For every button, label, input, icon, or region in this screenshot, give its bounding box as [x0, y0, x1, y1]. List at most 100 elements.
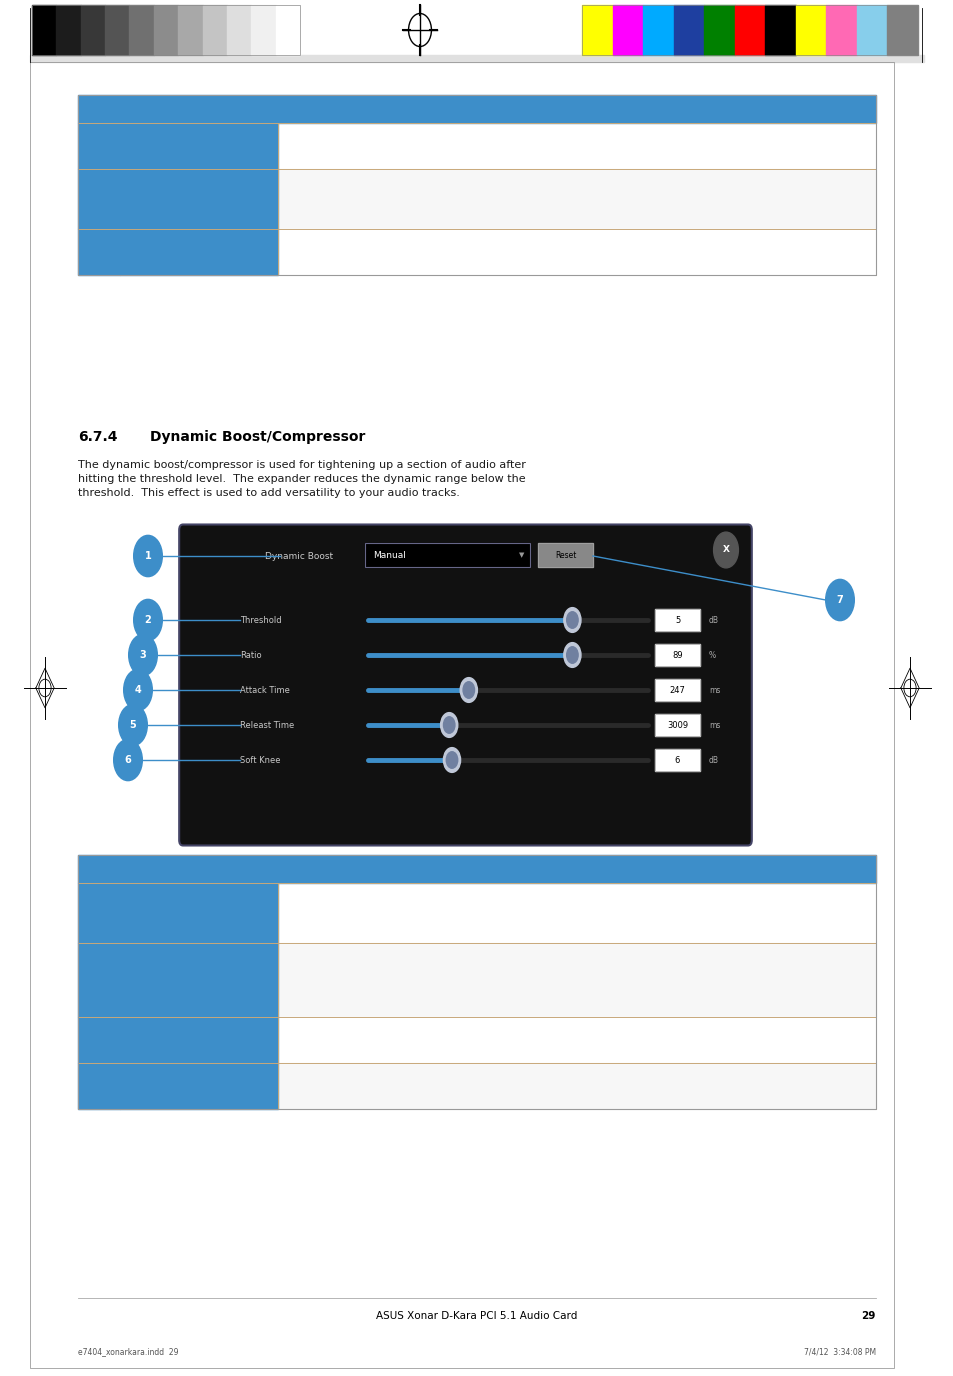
Bar: [78, 854, 875, 883]
Circle shape: [566, 612, 578, 629]
Text: Center Frequency: Center Frequency: [127, 248, 226, 257]
Bar: [120, 883, 277, 943]
Text: Reset: Reset: [127, 140, 158, 151]
Bar: [886, 6, 917, 55]
Text: The dynamic boost/compressor is used for tightening up a section of audio after
: The dynamic boost/compressor is used for…: [78, 460, 525, 498]
Bar: [537, 544, 593, 567]
Bar: [655, 678, 700, 700]
Text: Click dropdown box to view current preset parameters
or select Manual Mode to ch: Click dropdown box to view current prese…: [287, 180, 566, 217]
Text: Item: Item: [127, 864, 152, 874]
Bar: [655, 678, 700, 700]
Text: 247: 247: [669, 685, 684, 695]
Text: Preset: Preset: [127, 908, 163, 918]
Text: ▼: ▼: [518, 552, 524, 559]
Text: e7404_xonarkara.indd  29: e7404_xonarkara.indd 29: [78, 1347, 178, 1357]
Text: 29: 29: [861, 1311, 875, 1321]
Text: 89: 89: [672, 651, 682, 659]
Bar: [78, 169, 120, 228]
Bar: [655, 644, 700, 666]
Bar: [78, 95, 875, 275]
Bar: [78, 1017, 120, 1064]
Text: Reset: Reset: [555, 550, 576, 560]
Bar: [78, 1017, 875, 1064]
Bar: [78, 122, 875, 169]
Text: 3: 3: [95, 248, 102, 257]
Bar: [78, 1064, 120, 1109]
Bar: [655, 610, 700, 632]
Circle shape: [443, 717, 455, 733]
Text: No: No: [91, 864, 107, 874]
Text: This slider determines cutoff frequency.  Drag the slider or
input specific valu: This slider determines cutoff frequency.…: [287, 241, 579, 264]
Bar: [655, 610, 700, 632]
Text: Dynamic Boost/Compressor: Dynamic Boost/Compressor: [150, 431, 365, 444]
Bar: [365, 544, 530, 567]
Text: 4: 4: [134, 685, 141, 695]
Bar: [537, 544, 593, 567]
Bar: [153, 6, 178, 55]
Bar: [81, 6, 105, 55]
Bar: [227, 6, 251, 55]
Bar: [764, 6, 795, 55]
Bar: [734, 6, 764, 55]
Text: Manual: Manual: [373, 550, 405, 560]
Bar: [78, 883, 875, 943]
Bar: [655, 714, 700, 736]
Text: 2: 2: [95, 976, 102, 985]
Bar: [655, 749, 700, 771]
Text: Description: Description: [286, 105, 351, 114]
Bar: [56, 6, 81, 55]
Circle shape: [133, 600, 162, 641]
Bar: [78, 1064, 875, 1109]
Bar: [120, 122, 277, 169]
Circle shape: [446, 751, 457, 768]
Bar: [642, 6, 673, 55]
Text: 1: 1: [95, 140, 103, 151]
Bar: [78, 943, 120, 1017]
Text: X: X: [721, 545, 729, 555]
Text: 6: 6: [125, 755, 132, 765]
FancyBboxPatch shape: [179, 524, 751, 845]
Bar: [655, 714, 700, 736]
Text: ms: ms: [708, 685, 720, 695]
Text: 4: 4: [95, 1082, 103, 1091]
Circle shape: [133, 535, 162, 577]
Text: 2: 2: [95, 194, 102, 204]
Text: Item: Item: [127, 105, 152, 114]
Text: Ratio of signal expansion or compression when threshold is
met.: Ratio of signal expansion or compression…: [287, 1028, 583, 1051]
Circle shape: [462, 681, 474, 698]
Text: 2: 2: [145, 615, 152, 625]
Text: Dynamic Boost: Dynamic Boost: [265, 552, 333, 560]
Text: Click to reset to default.  The reset option is only available
under Manual Mode: Click to reset to default. The reset opt…: [287, 135, 578, 158]
Text: Ratio: Ratio: [127, 1035, 156, 1044]
Circle shape: [443, 747, 460, 772]
Bar: [78, 95, 875, 122]
Text: 7/4/12  3:34:08 PM: 7/4/12 3:34:08 PM: [803, 1347, 875, 1357]
Circle shape: [566, 647, 578, 663]
Bar: [120, 1064, 277, 1109]
Text: 3: 3: [95, 1035, 102, 1044]
Text: %: %: [708, 651, 716, 659]
Circle shape: [563, 643, 580, 667]
Text: ms: ms: [708, 721, 720, 729]
Bar: [130, 6, 153, 55]
Circle shape: [440, 713, 457, 738]
Bar: [120, 169, 277, 228]
Text: ASUS Xonar D-Kara PCI 5.1 Audio Card: ASUS Xonar D-Kara PCI 5.1 Audio Card: [375, 1311, 578, 1321]
Text: 1: 1: [145, 550, 152, 561]
Text: 1: 1: [95, 908, 103, 918]
Bar: [856, 6, 886, 55]
Bar: [581, 6, 917, 55]
Text: Attack Time: Attack Time: [127, 1082, 194, 1091]
Bar: [78, 122, 120, 169]
Text: 5: 5: [130, 720, 136, 731]
Text: 7: 7: [836, 594, 842, 605]
Circle shape: [113, 739, 142, 780]
Bar: [365, 544, 530, 567]
Bar: [120, 1017, 277, 1064]
Bar: [120, 943, 277, 1017]
Bar: [32, 6, 299, 55]
Bar: [78, 883, 120, 943]
Bar: [32, 6, 56, 55]
Text: 5: 5: [674, 615, 679, 625]
Text: Soft Knee: Soft Knee: [240, 755, 280, 765]
